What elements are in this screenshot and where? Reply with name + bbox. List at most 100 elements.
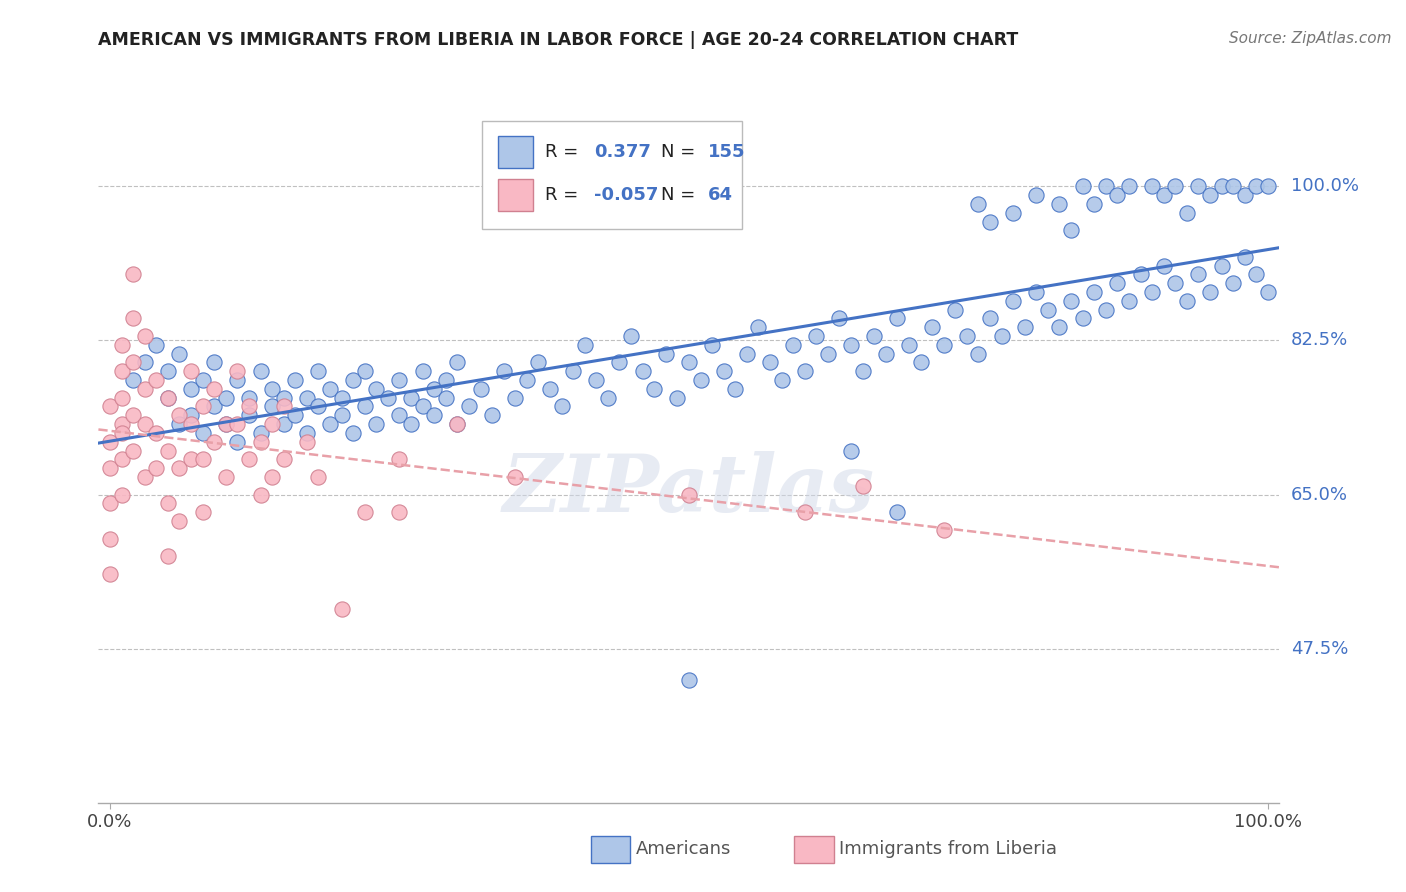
- Point: [226, 373, 249, 387]
- Point: [1140, 179, 1163, 194]
- Point: [1036, 302, 1059, 317]
- Point: [215, 417, 238, 431]
- Point: [295, 425, 318, 440]
- Point: [550, 400, 572, 414]
- Point: [191, 373, 214, 387]
- Point: [1071, 311, 1094, 326]
- Point: [1140, 285, 1163, 299]
- Text: 64: 64: [707, 186, 733, 204]
- Point: [145, 461, 167, 475]
- Point: [122, 373, 145, 387]
- Point: [886, 505, 908, 519]
- Point: [943, 302, 966, 317]
- Text: -0.057: -0.057: [595, 186, 659, 204]
- Point: [620, 329, 643, 343]
- Point: [921, 320, 943, 334]
- Point: [145, 425, 167, 440]
- Point: [1211, 179, 1233, 194]
- Point: [122, 355, 145, 369]
- Point: [388, 409, 411, 423]
- Point: [262, 417, 284, 431]
- Point: [852, 479, 875, 493]
- Point: [273, 391, 295, 405]
- Point: [295, 391, 318, 405]
- Point: [759, 355, 782, 369]
- Point: [423, 409, 446, 423]
- Point: [793, 364, 815, 378]
- Point: [967, 197, 990, 211]
- Point: [110, 487, 132, 501]
- Point: [1199, 285, 1222, 299]
- Point: [180, 452, 202, 467]
- Point: [782, 338, 804, 352]
- Point: [191, 452, 214, 467]
- Point: [1233, 188, 1256, 202]
- Text: 100.0%: 100.0%: [1291, 178, 1358, 195]
- Point: [134, 329, 156, 343]
- Point: [330, 602, 353, 616]
- Point: [226, 434, 249, 449]
- Point: [470, 382, 492, 396]
- Point: [1199, 188, 1222, 202]
- Point: [538, 382, 561, 396]
- Point: [122, 311, 145, 326]
- Point: [191, 425, 214, 440]
- Point: [110, 391, 132, 405]
- Point: [388, 373, 411, 387]
- Point: [226, 417, 249, 431]
- Point: [689, 373, 711, 387]
- Point: [1107, 276, 1129, 290]
- Point: [262, 382, 284, 396]
- Point: [724, 382, 747, 396]
- Point: [169, 417, 191, 431]
- Point: [273, 417, 295, 431]
- Point: [817, 346, 839, 360]
- Text: R =: R =: [546, 186, 583, 204]
- Point: [1153, 188, 1175, 202]
- Point: [1246, 179, 1268, 194]
- Point: [562, 364, 585, 378]
- Point: [852, 364, 875, 378]
- Point: [98, 400, 121, 414]
- Point: [202, 400, 225, 414]
- Point: [238, 452, 260, 467]
- Point: [110, 425, 132, 440]
- Point: [700, 338, 723, 352]
- Text: AMERICAN VS IMMIGRANTS FROM LIBERIA IN LABOR FORCE | AGE 20-24 CORRELATION CHART: AMERICAN VS IMMIGRANTS FROM LIBERIA IN L…: [98, 31, 1019, 49]
- Point: [503, 470, 526, 484]
- Point: [319, 417, 342, 431]
- Point: [932, 523, 955, 537]
- Point: [1118, 179, 1140, 194]
- Point: [631, 364, 654, 378]
- Point: [574, 338, 596, 352]
- Point: [503, 391, 526, 405]
- Point: [1002, 293, 1025, 308]
- Point: [863, 329, 886, 343]
- Point: [585, 373, 607, 387]
- Point: [169, 514, 191, 528]
- Point: [110, 364, 132, 378]
- Point: [1014, 320, 1036, 334]
- Point: [180, 364, 202, 378]
- Point: [134, 470, 156, 484]
- Point: [492, 364, 515, 378]
- Point: [249, 434, 271, 449]
- Point: [839, 443, 862, 458]
- Point: [191, 505, 214, 519]
- Point: [678, 487, 700, 501]
- Point: [1060, 223, 1083, 237]
- Point: [806, 329, 828, 343]
- Point: [979, 214, 1001, 228]
- Point: [609, 355, 631, 369]
- Point: [249, 487, 271, 501]
- Text: Source: ZipAtlas.com: Source: ZipAtlas.com: [1229, 31, 1392, 46]
- Point: [527, 355, 550, 369]
- Point: [458, 400, 481, 414]
- Point: [366, 417, 388, 431]
- Point: [249, 364, 271, 378]
- Point: [98, 434, 121, 449]
- Text: ZIPatlas: ZIPatlas: [503, 451, 875, 528]
- Point: [1049, 320, 1071, 334]
- Text: N =: N =: [661, 144, 700, 161]
- Text: 47.5%: 47.5%: [1291, 640, 1348, 657]
